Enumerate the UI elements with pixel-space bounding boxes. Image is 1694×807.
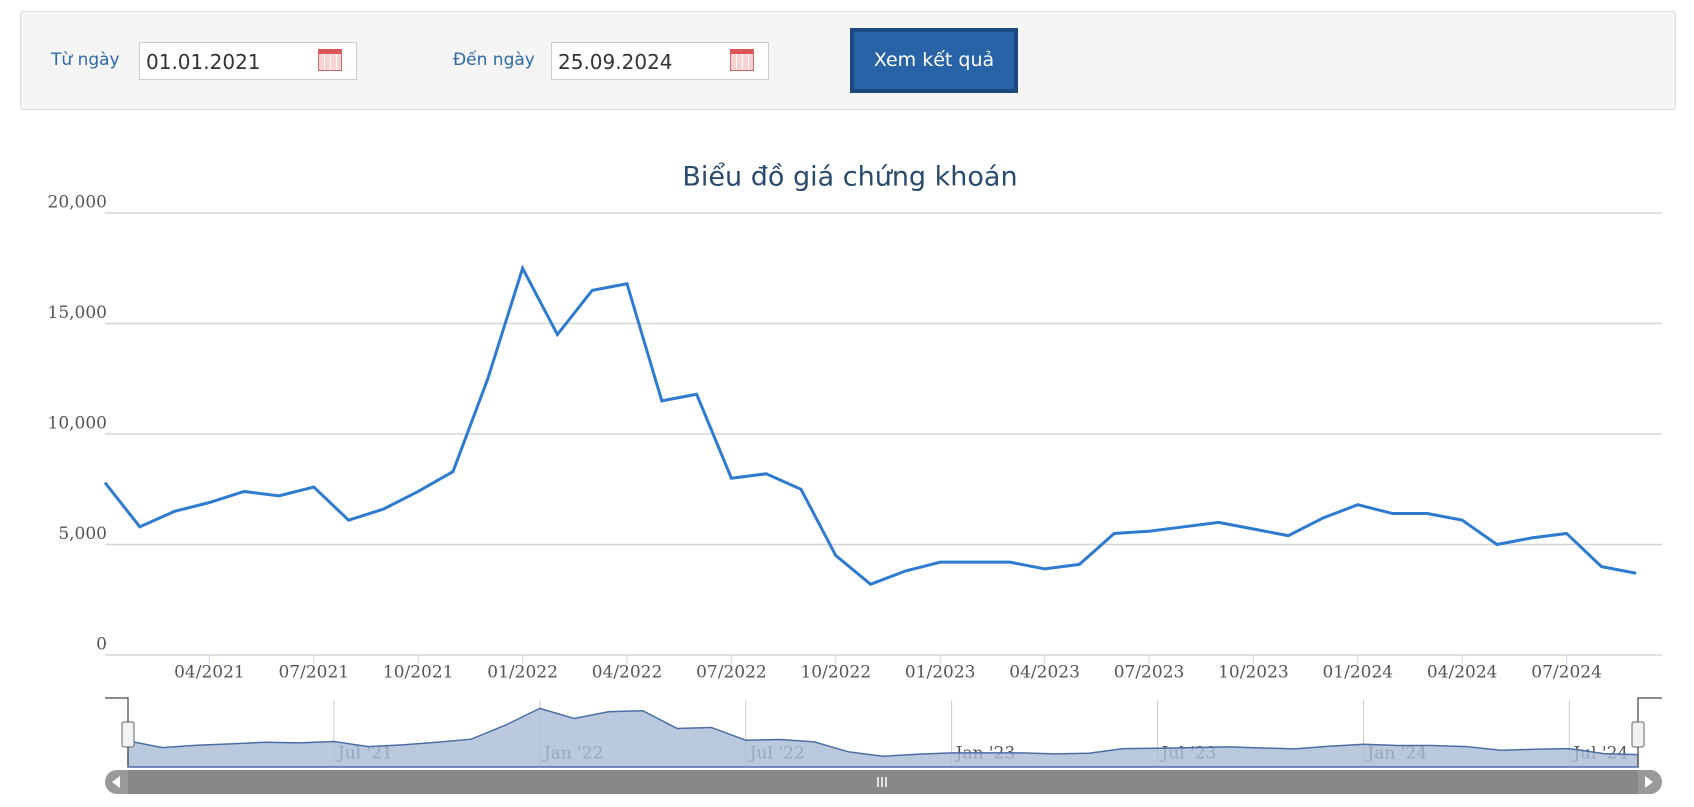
filter-panel: Từ ngày 01.01.2021 Đến ngày 25.09.2024 X… — [20, 11, 1676, 110]
calendar-icon[interactable] — [730, 49, 754, 71]
x-tick-label: 04/2023 — [1009, 663, 1080, 683]
x-tick-label: 10/2021 — [383, 663, 454, 683]
x-tick-label: 01/2022 — [487, 663, 558, 683]
navigator-handle[interactable] — [121, 721, 135, 748]
to-label: Đến ngày — [453, 50, 535, 70]
x-tick-label: 01/2024 — [1322, 663, 1393, 683]
x-tick-label: 10/2022 — [800, 663, 871, 683]
submit-button[interactable]: Xem kết quả — [850, 28, 1018, 93]
scrollbar-thumb[interactable] — [128, 770, 1638, 794]
y-tick-label: 10,000 — [48, 414, 107, 434]
x-tick-label: 04/2022 — [592, 663, 663, 683]
x-tick-label: 07/2022 — [696, 663, 767, 683]
navigator-area — [127, 707, 1639, 768]
from-input[interactable]: 01.01.2021 — [139, 42, 357, 80]
from-label: Từ ngày — [51, 50, 120, 70]
y-tick-label: 5,000 — [58, 524, 107, 544]
x-tick-label: 10/2023 — [1218, 663, 1289, 683]
y-tick-label: 20,000 — [48, 193, 107, 213]
calendar-icon[interactable] — [318, 49, 342, 71]
x-tick-label: 01/2023 — [905, 663, 976, 683]
y-tick-label: 15,000 — [48, 303, 107, 323]
x-tick-label: 04/2021 — [174, 663, 245, 683]
price-line — [103, 264, 1637, 586]
y-tick-label: 0 — [96, 635, 107, 655]
x-tick-label: 07/2023 — [1114, 663, 1185, 683]
to-input[interactable]: 25.09.2024 — [551, 42, 769, 80]
scrollbar-right — [1645, 776, 1653, 788]
x-tick-label: 07/2021 — [278, 663, 349, 683]
chart-title: Biểu đồ giá chứng khoán — [682, 162, 1017, 193]
from-value: 01.01.2021 — [146, 50, 261, 74]
scrollbar-left — [112, 776, 120, 788]
x-tick-label: 04/2024 — [1427, 663, 1498, 683]
x-tick-label: 07/2024 — [1531, 663, 1602, 683]
scrollbar-grip — [877, 777, 887, 787]
to-value: 25.09.2024 — [558, 50, 673, 74]
navigator-handle[interactable] — [1631, 721, 1645, 748]
